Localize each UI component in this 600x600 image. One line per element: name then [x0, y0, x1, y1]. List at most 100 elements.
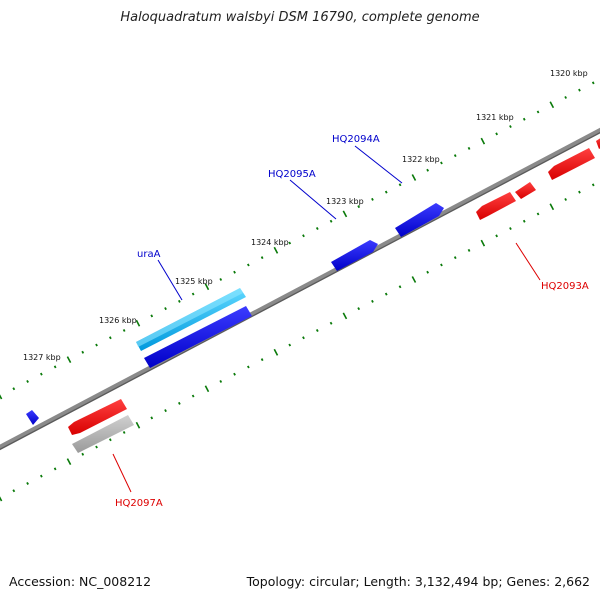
outer-tick	[467, 146, 471, 150]
gene-labels: HQ2094A HQ2095A uraA HQ2093A HQ2097A	[115, 134, 589, 509]
outer-tick	[122, 328, 126, 332]
inner-tick	[384, 292, 388, 296]
outer-tick	[302, 234, 305, 238]
inner-tick	[315, 328, 319, 333]
outer-tick	[233, 270, 236, 274]
gene-label-HQ2094A[interactable]: HQ2094A	[332, 134, 380, 145]
outer-tick	[66, 356, 72, 363]
tick-label-1320: 1320 kbp	[550, 69, 588, 78]
gene-arrow-red-small[interactable]	[515, 182, 536, 199]
inner-tick	[357, 307, 361, 311]
gene-arrow-forward[interactable]	[144, 306, 252, 368]
inner-tick	[273, 348, 279, 356]
outer-tick	[522, 117, 526, 121]
outer-tick	[357, 205, 361, 209]
inner-tick	[329, 321, 333, 325]
outer-tick	[536, 110, 540, 114]
inner-tick	[204, 385, 210, 393]
inner-tick	[150, 416, 154, 420]
inner-tick	[191, 394, 195, 398]
inner-tick	[549, 203, 555, 211]
outer-tick	[53, 365, 57, 369]
gene-label-HQ2097A[interactable]: HQ2097A	[115, 498, 163, 509]
inner-tick	[178, 401, 181, 405]
inner-tick	[12, 489, 16, 493]
outer-tick	[440, 161, 443, 165]
gene-arrow-HQ2093A[interactable]	[476, 192, 516, 220]
outer-tick	[288, 241, 292, 245]
inner-tick	[233, 372, 236, 376]
inner-tick	[0, 496, 3, 502]
gene-arrow-HQ2097A[interactable]	[68, 399, 127, 435]
inner-tick	[398, 285, 402, 289]
outer-tick-track	[0, 81, 595, 400]
outer-tick	[247, 263, 250, 267]
gene-arrow-small-forward[interactable]	[26, 410, 39, 425]
genome-backbone-shade	[0, 131, 600, 451]
outer-tick	[315, 226, 319, 231]
feature-arrow-gray[interactable]	[72, 415, 134, 453]
outer-tick	[164, 307, 167, 311]
inner-tick	[522, 219, 526, 223]
gene-label-uraA[interactable]: uraA	[137, 249, 161, 260]
outer-tick	[509, 125, 512, 129]
genome-summary-text: Topology: circular; Length: 3,132,494 bp…	[246, 574, 590, 589]
outer-tick	[480, 137, 486, 145]
inner-tick	[81, 452, 85, 456]
inner-tick	[95, 445, 98, 449]
inner-tick	[164, 409, 167, 413]
outer-tick	[260, 256, 264, 260]
inner-tick	[53, 467, 57, 471]
outer-tick	[0, 394, 3, 400]
outer-tick	[426, 168, 429, 172]
outer-tick	[411, 174, 417, 181]
inner-tick	[260, 358, 264, 362]
outer-tick	[591, 81, 595, 85]
tick-label-1322: 1322 kbp	[402, 155, 440, 164]
outer-tick	[219, 277, 223, 281]
outer-tick	[453, 154, 457, 158]
gene-arrow-uraA[interactable]	[136, 288, 246, 351]
gene-arrow-HQ2095A[interactable]	[331, 240, 378, 271]
inner-tick	[495, 234, 498, 238]
gene-arrow-HQ2094A[interactable]	[395, 203, 444, 237]
inner-tick	[288, 343, 292, 347]
outer-tick	[578, 88, 581, 92]
tick-label-1326: 1326 kbp	[99, 316, 137, 325]
tick-label-1324: 1324 kbp	[251, 238, 289, 247]
inner-tick	[247, 365, 250, 369]
tick-label-group: 1320 kbp 1321 kbp 1322 kbp 1323 kbp 1324…	[23, 69, 588, 362]
inner-tick	[371, 299, 374, 303]
inner-tick	[26, 481, 29, 485]
tick-label-1325: 1325 kbp	[175, 277, 213, 286]
inner-tick	[453, 256, 457, 260]
outer-tick	[12, 387, 16, 391]
outer-tick	[26, 379, 29, 383]
gene-label-HQ2095A[interactable]: HQ2095A	[268, 169, 316, 180]
inner-tick	[440, 263, 443, 267]
outer-tick	[495, 132, 498, 136]
outer-tick	[178, 299, 181, 303]
outer-tick	[150, 314, 154, 318]
inner-tick	[411, 276, 417, 283]
outer-tick	[81, 350, 85, 354]
inner-tick	[135, 421, 141, 429]
gene-label-HQ2093A[interactable]: HQ2093A	[541, 281, 589, 292]
inner-tick	[591, 183, 595, 187]
outer-tick	[273, 246, 279, 254]
outer-tick	[342, 210, 348, 218]
outer-tick	[95, 343, 98, 347]
outer-tick	[371, 197, 374, 201]
outer-tick	[40, 372, 43, 376]
inner-tick	[66, 458, 72, 465]
inner-tick	[342, 312, 348, 320]
outer-tick	[109, 336, 112, 340]
inner-tick	[536, 212, 540, 216]
inner-tick	[302, 336, 305, 340]
inner-tick	[564, 197, 567, 201]
inner-tick	[578, 190, 581, 194]
gene-arrow-red-right[interactable]	[548, 137, 600, 180]
tick-label-1321: 1321 kbp	[476, 113, 514, 122]
inner-tick	[109, 438, 112, 442]
